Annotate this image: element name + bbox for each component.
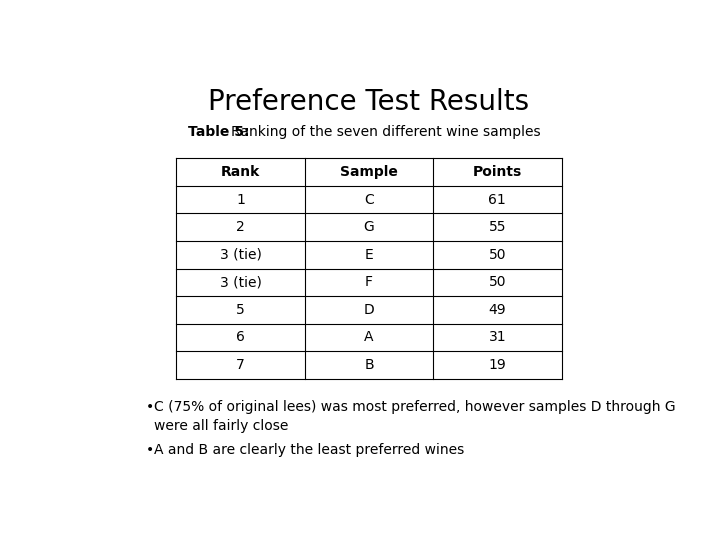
Text: 6: 6	[236, 330, 245, 345]
Text: •: •	[145, 443, 154, 457]
Text: 50: 50	[489, 275, 506, 289]
Text: Points: Points	[473, 165, 522, 179]
Text: Preference Test Results: Preference Test Results	[208, 87, 530, 116]
Text: 5: 5	[236, 303, 245, 317]
Text: were all fairly close: were all fairly close	[154, 420, 289, 434]
Text: 19: 19	[488, 358, 506, 372]
Text: C: C	[364, 193, 374, 207]
Text: 31: 31	[489, 330, 506, 345]
Text: G: G	[364, 220, 374, 234]
Text: 50: 50	[489, 248, 506, 262]
Text: 3 (tie): 3 (tie)	[220, 275, 261, 289]
Text: 1: 1	[236, 193, 245, 207]
Text: 7: 7	[236, 358, 245, 372]
Text: Ranking of the seven different wine samples: Ranking of the seven different wine samp…	[231, 125, 541, 139]
Text: 2: 2	[236, 220, 245, 234]
Text: B: B	[364, 358, 374, 372]
Text: A and B are clearly the least preferred wines: A and B are clearly the least preferred …	[154, 443, 464, 457]
Text: E: E	[364, 248, 374, 262]
Text: 61: 61	[488, 193, 506, 207]
Text: 49: 49	[489, 303, 506, 317]
Text: D: D	[364, 303, 374, 317]
Text: A: A	[364, 330, 374, 345]
Text: 3 (tie): 3 (tie)	[220, 248, 261, 262]
Text: •: •	[145, 400, 154, 414]
Text: F: F	[365, 275, 373, 289]
Text: Sample: Sample	[340, 165, 398, 179]
Text: Rank: Rank	[221, 165, 261, 179]
Text: C (75% of original lees) was most preferred, however samples D through G: C (75% of original lees) was most prefer…	[154, 400, 676, 414]
Text: 55: 55	[489, 220, 506, 234]
Text: Table 5:: Table 5:	[188, 125, 249, 139]
